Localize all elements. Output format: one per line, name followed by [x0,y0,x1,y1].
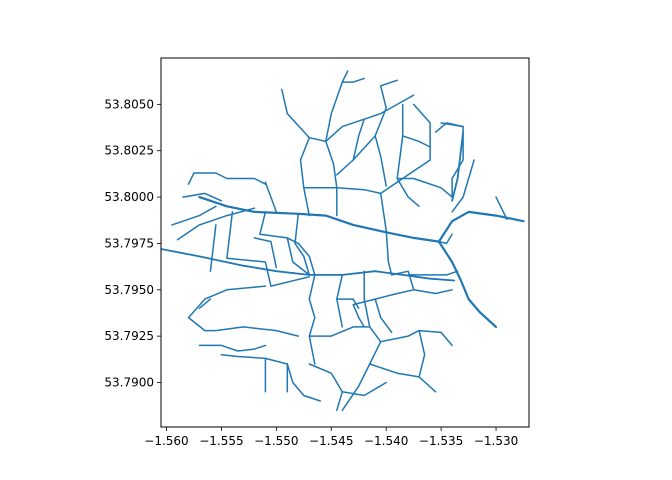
street-segment [352,303,365,328]
street-segment [379,94,415,115]
street-segment [368,363,437,393]
street-segment [303,187,311,217]
street-segment [198,196,440,243]
x-tick-label: −1.540 [364,434,408,448]
street-segment [336,298,360,310]
street-segment [198,298,212,310]
x-tick-label: −1.545 [309,434,353,448]
street-segment [374,135,387,187]
y-tick-label: 53.8025 [104,144,154,158]
x-tick-label: −1.550 [254,434,298,448]
street-segment [176,207,256,241]
street-segment [434,122,464,133]
street-segment [352,270,415,306]
street-segment [161,248,456,282]
streets-layer [161,70,525,412]
street-segment [379,192,387,232]
street-segment [308,326,371,337]
street-segment [341,77,365,83]
street-segment [325,112,382,143]
y-tick-label: 53.7925 [104,329,154,343]
x-tick-label: −1.555 [199,434,243,448]
y-tick-label: 53.7950 [104,283,154,297]
axes-frame [160,57,530,428]
street-segment [303,187,382,195]
y-axis: 53.7900 53.7925 53.7950 53.7975 53.8000 53.80… [104,97,161,389]
y-tick-label: 53.8000 [104,190,154,204]
street-segment [187,316,300,337]
street-segment [308,274,316,365]
y-tick-label: 53.8050 [104,97,154,111]
street-segment [352,118,365,161]
street-segment [363,270,382,343]
street-segment [438,233,453,245]
street-segment [325,70,349,143]
x-axis: −1.560 −1.555 −1.550 −1.545 −1.540 −1.535 −1.5… [144,427,518,448]
street-segment [374,298,393,334]
street-segment [220,353,289,365]
street-segment [226,211,311,287]
street-segment [171,205,217,226]
street-segment [253,237,278,269]
street-segment [187,285,267,319]
street-segment [209,224,217,272]
street-segment [341,340,382,412]
street-segment [299,136,311,189]
street-segment [286,237,316,276]
x-tick-label: −1.535 [419,434,463,448]
street-segment [336,79,398,176]
x-tick-label: −1.560 [144,434,188,448]
street-segment [198,344,267,352]
street-segment [451,131,465,202]
street-segment [396,177,453,198]
street-segment [182,192,223,202]
street-segment [418,329,426,378]
street-segment [294,213,311,276]
street-segment [385,229,393,276]
street-segment [286,363,322,402]
street-segment [401,103,431,148]
x-tick-label: −1.530 [474,434,518,448]
street-segment [308,363,344,412]
y-tick-label: 53.7975 [104,236,154,250]
street-segment [437,240,498,328]
street-segment [341,381,387,397]
y-tick-label: 53.7900 [104,375,154,389]
street-segment [187,172,267,185]
street-segment [451,159,475,213]
street-segment [379,103,431,195]
street-segment [495,196,508,221]
street-segment [281,88,311,139]
street-segment [407,270,459,276]
street-segment [308,136,338,189]
street-segment [437,210,525,243]
street-segment [264,181,278,213]
street-segment [396,135,420,208]
street-segment [412,289,453,295]
